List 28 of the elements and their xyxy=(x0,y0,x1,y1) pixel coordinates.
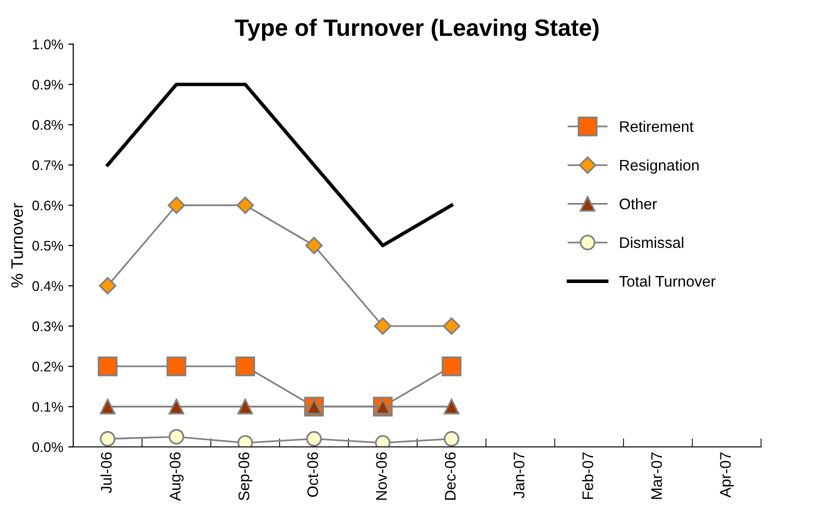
y-tick-label: 0.6% xyxy=(32,200,64,210)
y-tick-label: 0.5% xyxy=(32,240,64,251)
y-tick-label: 0.1% xyxy=(32,402,64,412)
y-tick-label: 0.7% xyxy=(32,160,64,170)
legend-label: Total Turnover xyxy=(619,275,716,287)
y-tick-label: 0.2% xyxy=(32,362,64,372)
x-tick-label: Feb-07 xyxy=(582,452,594,499)
legend-label: Dismissal xyxy=(620,236,684,248)
x-tick-label: Jul-06 xyxy=(100,452,112,494)
y-tick-label: 0.9% xyxy=(32,80,64,90)
legend-label: Retirement xyxy=(620,120,694,132)
x-tick-label: Dec-06 xyxy=(444,452,456,500)
x-tick-label: Apr-07 xyxy=(720,452,734,498)
x-tick-label: Sep-06 xyxy=(238,452,252,500)
x-tick-label: Nov-06 xyxy=(376,452,387,500)
x-tick-label: Oct-06 xyxy=(307,452,318,497)
y-axis-title: % Turnover xyxy=(11,203,24,288)
y-tick-label: 1.0% xyxy=(32,39,64,50)
y-tick-label: 0.4% xyxy=(32,281,64,291)
y-tick-label: 0.3% xyxy=(32,321,64,332)
chart-title: Type of Turnover (Leaving State) xyxy=(234,18,599,41)
legend-label: Other xyxy=(620,198,657,210)
x-tick-label: Aug-06 xyxy=(170,452,184,501)
y-tick-label: 0.8% xyxy=(32,120,64,130)
x-tick-label: Mar-07 xyxy=(651,452,662,499)
x-tick-label: Jan-07 xyxy=(514,452,524,498)
y-tick-label: 0.0% xyxy=(32,442,64,452)
legend-label: Resignation xyxy=(620,159,699,174)
